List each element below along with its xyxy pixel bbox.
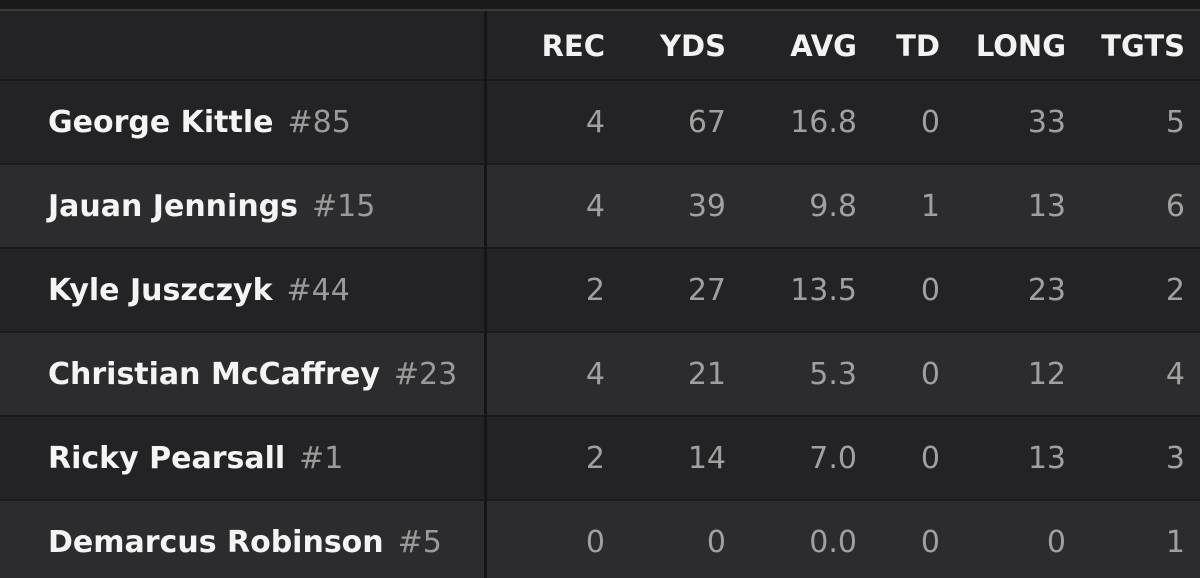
column-divider xyxy=(484,417,487,501)
player-row: Christian McCaffrey #23 4 21 5.3 0 12 4 xyxy=(0,333,1200,417)
column-header: REC xyxy=(541,29,605,63)
column-divider xyxy=(484,165,487,249)
player-name-text: Christian McCaffrey xyxy=(48,357,380,392)
column-divider xyxy=(484,501,487,578)
stat-value: 1 xyxy=(920,189,940,224)
stat-value: 5.3 xyxy=(809,357,857,392)
player-name-text: Kyle Juszczyk xyxy=(48,273,273,308)
column-divider xyxy=(484,81,487,165)
player-name: Jauan Jennings #15 xyxy=(48,192,375,222)
stat-value: 13.5 xyxy=(790,273,857,308)
jersey-number: #5 xyxy=(397,525,442,560)
stat-value: 0 xyxy=(920,525,940,560)
stat-value: 16.8 xyxy=(790,105,857,140)
player-name-text: George Kittle xyxy=(48,105,274,140)
column-header: AVG xyxy=(790,29,857,63)
player-name: Demarcus Robinson #5 xyxy=(48,528,442,558)
stat-value: 12 xyxy=(1027,357,1066,392)
stat-value: 13 xyxy=(1027,189,1066,224)
stat-value: 4 xyxy=(1165,357,1185,392)
stat-value: 33 xyxy=(1027,105,1066,140)
player-name: Christian McCaffrey #23 xyxy=(48,360,457,390)
column-divider xyxy=(484,333,487,417)
column-divider xyxy=(484,11,487,81)
stat-value: 23 xyxy=(1027,273,1066,308)
top-border xyxy=(0,0,1200,11)
stat-value: 0 xyxy=(920,273,940,308)
column-divider xyxy=(484,249,487,333)
stat-value: 21 xyxy=(687,357,726,392)
player-name-text: Jauan Jennings xyxy=(48,189,299,224)
stat-value: 3 xyxy=(1165,441,1185,476)
stat-value: 0 xyxy=(585,525,605,560)
stat-value: 0 xyxy=(920,105,940,140)
stat-value: 39 xyxy=(687,189,726,224)
stat-value: 4 xyxy=(585,189,605,224)
jersey-number: #85 xyxy=(287,105,351,140)
stat-value: 0 xyxy=(1046,525,1066,560)
stat-value: 14 xyxy=(687,441,726,476)
column-header: YDS xyxy=(660,29,726,63)
player-name-text: Demarcus Robinson xyxy=(48,525,384,560)
stat-value: 4 xyxy=(585,357,605,392)
column-header: TD xyxy=(896,29,940,63)
stat-value: 2 xyxy=(585,273,605,308)
player-row: Demarcus Robinson #5 0 0 0.0 0 0 1 xyxy=(0,501,1200,578)
player-row: Ricky Pearsall #1 2 14 7.0 0 13 3 xyxy=(0,417,1200,501)
player-name-text: Ricky Pearsall xyxy=(48,441,286,476)
stat-value: 4 xyxy=(585,105,605,140)
stat-value: 0.0 xyxy=(809,525,857,560)
stat-value: 6 xyxy=(1165,189,1185,224)
header-row: REC YDS AVG TD LONG TGTS xyxy=(0,11,1200,81)
stat-value: 2 xyxy=(1165,273,1185,308)
stat-value: 1 xyxy=(1165,525,1185,560)
jersey-number: #23 xyxy=(393,357,458,392)
stat-value: 13 xyxy=(1027,441,1066,476)
stat-value: 27 xyxy=(687,273,726,308)
stat-value: 7.0 xyxy=(809,441,857,476)
stat-value: 67 xyxy=(687,105,726,140)
player-row: Jauan Jennings #15 4 39 9.8 1 13 6 xyxy=(0,165,1200,249)
jersey-number: #15 xyxy=(312,189,376,224)
player-row: Kyle Juszczyk #44 2 27 13.5 0 23 2 xyxy=(0,249,1200,333)
stat-value: 2 xyxy=(585,441,605,476)
jersey-number: #1 xyxy=(299,441,344,476)
player-name: Ricky Pearsall #1 xyxy=(48,444,343,474)
jersey-number: #44 xyxy=(286,273,350,308)
stat-value: 0 xyxy=(920,357,940,392)
player-row: George Kittle #85 4 67 16.8 0 33 5 xyxy=(0,81,1200,165)
player-name: Kyle Juszczyk #44 xyxy=(48,276,350,306)
column-header: TGTS xyxy=(1101,29,1185,63)
stat-value: 9.8 xyxy=(809,189,857,224)
player-name: George Kittle #85 xyxy=(48,108,351,138)
stat-value: 5 xyxy=(1165,105,1185,140)
column-header: LONG xyxy=(975,29,1066,63)
stat-value: 0 xyxy=(920,441,940,476)
stat-value: 0 xyxy=(706,525,726,560)
